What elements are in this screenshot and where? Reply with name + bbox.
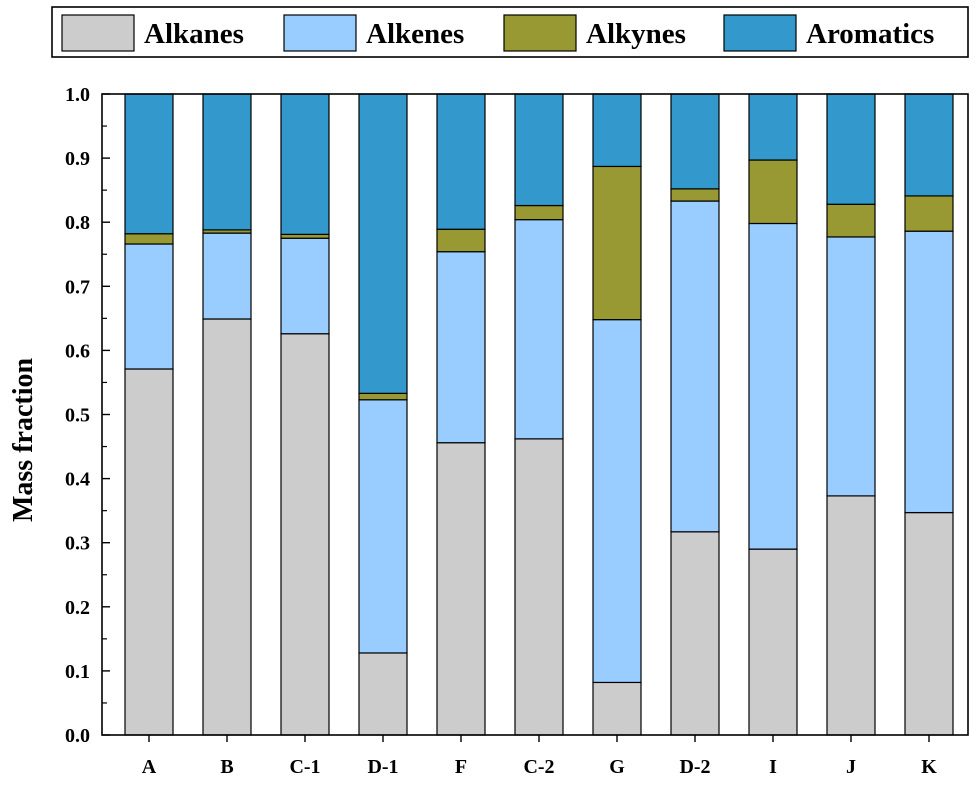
bar-I-alkynes [748, 159, 798, 225]
bar-F-alkenes [436, 251, 486, 444]
bar-C-1-alkenes [280, 237, 330, 335]
bar-J-alkenes [826, 236, 876, 497]
bar-K-alkanes [904, 511, 954, 736]
bar-J-alkynes [826, 203, 876, 238]
x-tick-label-D-2: D-2 [679, 756, 710, 778]
x-tick-label-B: B [220, 756, 233, 778]
legend-label-aromatics: Aromatics [806, 18, 934, 50]
bar-D-1-alkynes [358, 392, 408, 401]
bar-G-alkynes [592, 165, 642, 321]
y-tick-label: 0.7 [65, 276, 90, 298]
bar-K-aromatics [904, 93, 954, 197]
x-tick-label-J: J [846, 756, 856, 778]
legend-label-alkenes: Alkenes [366, 18, 464, 50]
bar-A-alkanes [124, 368, 174, 736]
bar-C-2-alkenes [514, 219, 564, 440]
bar-A-alkynes [124, 233, 174, 245]
bar-D-2-alkynes [670, 188, 720, 202]
bar-F-alkynes [436, 228, 486, 253]
axes: 0.0 0.1 0.2 0.3 0.4 0.5 0.6 0.7 0.8 0.9 1.0 A B C-1 D-… [65, 84, 969, 778]
bar-D-2-alkanes [670, 531, 720, 736]
bar-K-alkenes [904, 230, 954, 514]
bar-I-aromatics [748, 93, 798, 161]
legend: Alkanes Alkenes Alkynes Aromatics [51, 6, 969, 58]
y-tick-label: 0.8 [65, 212, 90, 234]
legend-label-alkynes: Alkynes [586, 18, 686, 50]
bar-F-alkanes [436, 442, 486, 736]
legend-swatch-alkenes [283, 14, 357, 52]
bar-C-2-alkanes [514, 438, 564, 736]
bar-G-aromatics [592, 93, 642, 168]
bar-J-alkanes [826, 495, 876, 736]
y-tick-label: 0.4 [65, 469, 90, 491]
bar-G-alkenes [592, 319, 642, 684]
bar-J-aromatics [826, 93, 876, 205]
legend-swatch-aromatics [723, 14, 797, 52]
x-tick-label-C-2: C-2 [523, 756, 554, 778]
bar-B-aromatics [202, 93, 252, 231]
x-tick-label-K: K [921, 756, 937, 778]
bar-D-1-aromatics [358, 93, 408, 394]
x-tick-label-I: I [769, 756, 777, 778]
bar-C-2-aromatics [514, 93, 564, 207]
y-tick-label: 0.0 [65, 725, 90, 747]
bar-C-1-aromatics [280, 93, 330, 235]
x-tick-label-A: A [142, 756, 157, 778]
legend-swatch-alkanes [61, 14, 135, 52]
bar-I-alkanes [748, 548, 798, 736]
y-tick-label: 0.6 [65, 340, 90, 362]
bar-D-1-alkanes [358, 652, 408, 736]
y-tick-label: 0.9 [65, 148, 90, 170]
bars [124, 93, 954, 736]
bar-C-2-alkynes [514, 204, 564, 221]
bar-F-aromatics [436, 93, 486, 230]
bar-D-2-aromatics [670, 93, 720, 190]
bar-D-1-alkenes [358, 399, 408, 654]
x-tick-label-C-1: C-1 [289, 756, 320, 778]
y-tick-label: 0.3 [65, 533, 90, 555]
bar-A-aromatics [124, 93, 174, 235]
legend-swatch-alkynes [503, 14, 577, 52]
y-tick-label: 0.1 [65, 661, 90, 683]
y-tick-label: 1.0 [65, 84, 90, 106]
bar-C-1-alkanes [280, 333, 330, 736]
bar-D-2-alkenes [670, 200, 720, 533]
bar-A-alkenes [124, 243, 174, 370]
bar-G-alkanes [592, 681, 642, 736]
x-tick-label-D-1: D-1 [367, 756, 398, 778]
y-axis-title: Mass fraction [8, 358, 39, 523]
bar-B-alkanes [202, 318, 252, 736]
bar-B-alkenes [202, 232, 252, 320]
x-tick-label-F: F [455, 756, 467, 778]
bar-I-alkenes [748, 222, 798, 550]
x-tick-label-G: G [609, 756, 625, 778]
legend-label-alkanes: Alkanes [144, 18, 244, 50]
y-tick-label: 0.5 [65, 405, 90, 427]
bar-K-alkynes [904, 195, 954, 232]
y-tick-label: 0.2 [65, 597, 90, 619]
